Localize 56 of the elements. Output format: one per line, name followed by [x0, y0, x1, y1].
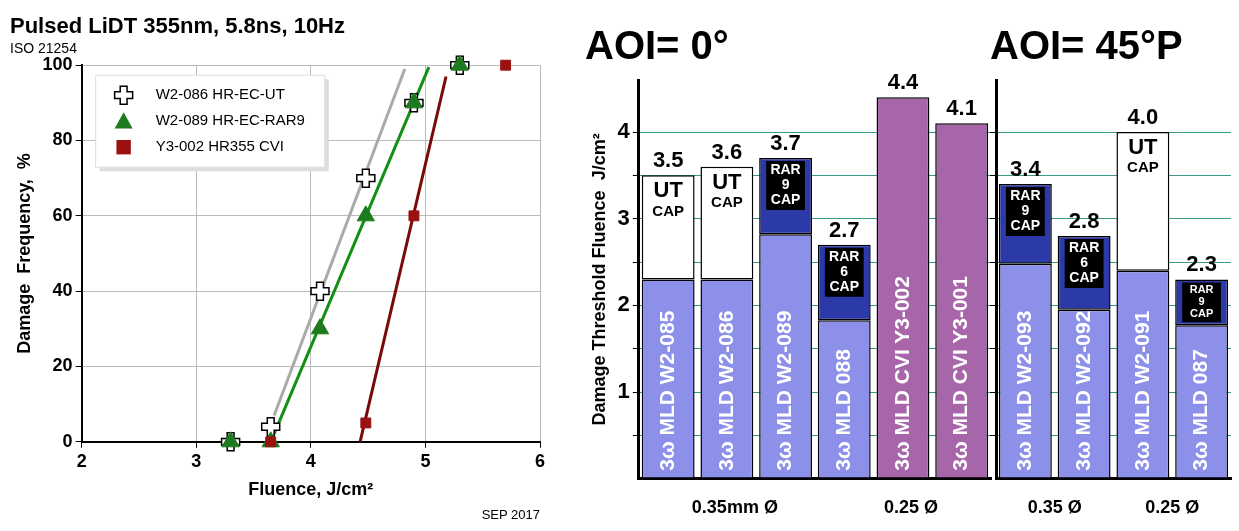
x-tick-label: 6 — [534, 450, 546, 471]
x-tick-label: 3 — [191, 450, 202, 471]
chart-subtitle: ISO 21254 — [10, 39, 78, 56]
x-tick-label: 3ω MLD 088 — [831, 348, 855, 471]
x-tick-label: 3ω MLD 087 — [1188, 349, 1212, 471]
y-tick-label: 0 — [62, 430, 73, 451]
text: 0.25 Ø — [1145, 497, 1200, 518]
total-label: 3.4 — [1010, 156, 1042, 182]
y-tick-label: 2 — [617, 291, 630, 317]
series-label: UT CAP — [652, 177, 685, 219]
text: 0.35 Ø — [1027, 497, 1082, 518]
x-tick-label: 3ω MLD W2-092 — [1070, 310, 1094, 471]
total-label: 4.0 — [1127, 104, 1159, 130]
y-axis-title: Damage Threshold Fluence J/cm² — [588, 133, 609, 426]
text: 0.35mm Ø — [691, 497, 778, 518]
series-label: RAR 9 CAP — [1010, 187, 1041, 234]
series-label: RAR 6 CAP — [829, 248, 860, 295]
y-tick-label: 60 — [52, 204, 73, 225]
y-tick-label: 80 — [52, 129, 73, 150]
chart-title: AOI= 45°P — [990, 23, 1183, 68]
chart-title: Pulsed LiDT 355nm, 5.8ns, 10Hz — [10, 13, 346, 39]
x-tick-label: 3ω MLD CVI Y3-002 — [889, 276, 913, 471]
text: 0.25 Ø — [883, 497, 938, 518]
x-tick-label: 4 — [305, 450, 316, 471]
y-tick-label: 3 — [617, 204, 630, 230]
y-tick-label: 40 — [52, 280, 73, 301]
series-label: UT CAP — [1127, 134, 1159, 176]
text: UT CAP — [711, 168, 743, 210]
total-label: 3.6 — [711, 138, 743, 164]
chart-title: AOI= 0° — [585, 23, 729, 68]
y-axis-title: Damage Frequency, % — [13, 153, 34, 354]
legend-label: W2-089 HR-EC-RAR9 — [155, 111, 305, 129]
x-tick-label: 3ω MLD W2-089 — [772, 310, 796, 471]
total-label: 3.7 — [770, 130, 801, 156]
total-label: 4.4 — [887, 69, 920, 95]
x-tick-label: 3ω MLD W2-091 — [1129, 310, 1153, 471]
legend-label: W2-086 HR-EC-UT — [155, 85, 285, 103]
x-tick-label: 2 — [76, 450, 87, 471]
x-tick-label: 3ω MLD CVI Y3-001 — [948, 275, 972, 471]
y-tick-label: 100 — [42, 54, 73, 75]
series-label: RAR 9 CAP — [770, 161, 801, 208]
text: SEP 2017 — [481, 507, 540, 522]
x-tick-label: 3ω MLD W2-093 — [1012, 310, 1036, 471]
total-label: 4.1 — [946, 95, 977, 121]
x-axis-title: Fluence, J/cm² — [248, 479, 374, 500]
y-tick-label: 20 — [52, 355, 73, 376]
y-tick-label: 4 — [617, 118, 631, 144]
legend-label: Y3-002 HR355 CVI — [155, 137, 285, 155]
x-tick-label: 3ω MLD W2-086 — [713, 310, 737, 471]
total-label: 2.7 — [828, 216, 860, 242]
x-tick-label: 5 — [420, 450, 431, 471]
total-label: 3.5 — [652, 147, 684, 173]
y-tick-label: 1 — [617, 378, 630, 404]
x-tick-label: 3ω MLD W2-085 — [654, 310, 678, 471]
text: RAR 9 CAP — [1189, 283, 1214, 320]
series-label: RAR 6 CAP — [1068, 239, 1100, 286]
